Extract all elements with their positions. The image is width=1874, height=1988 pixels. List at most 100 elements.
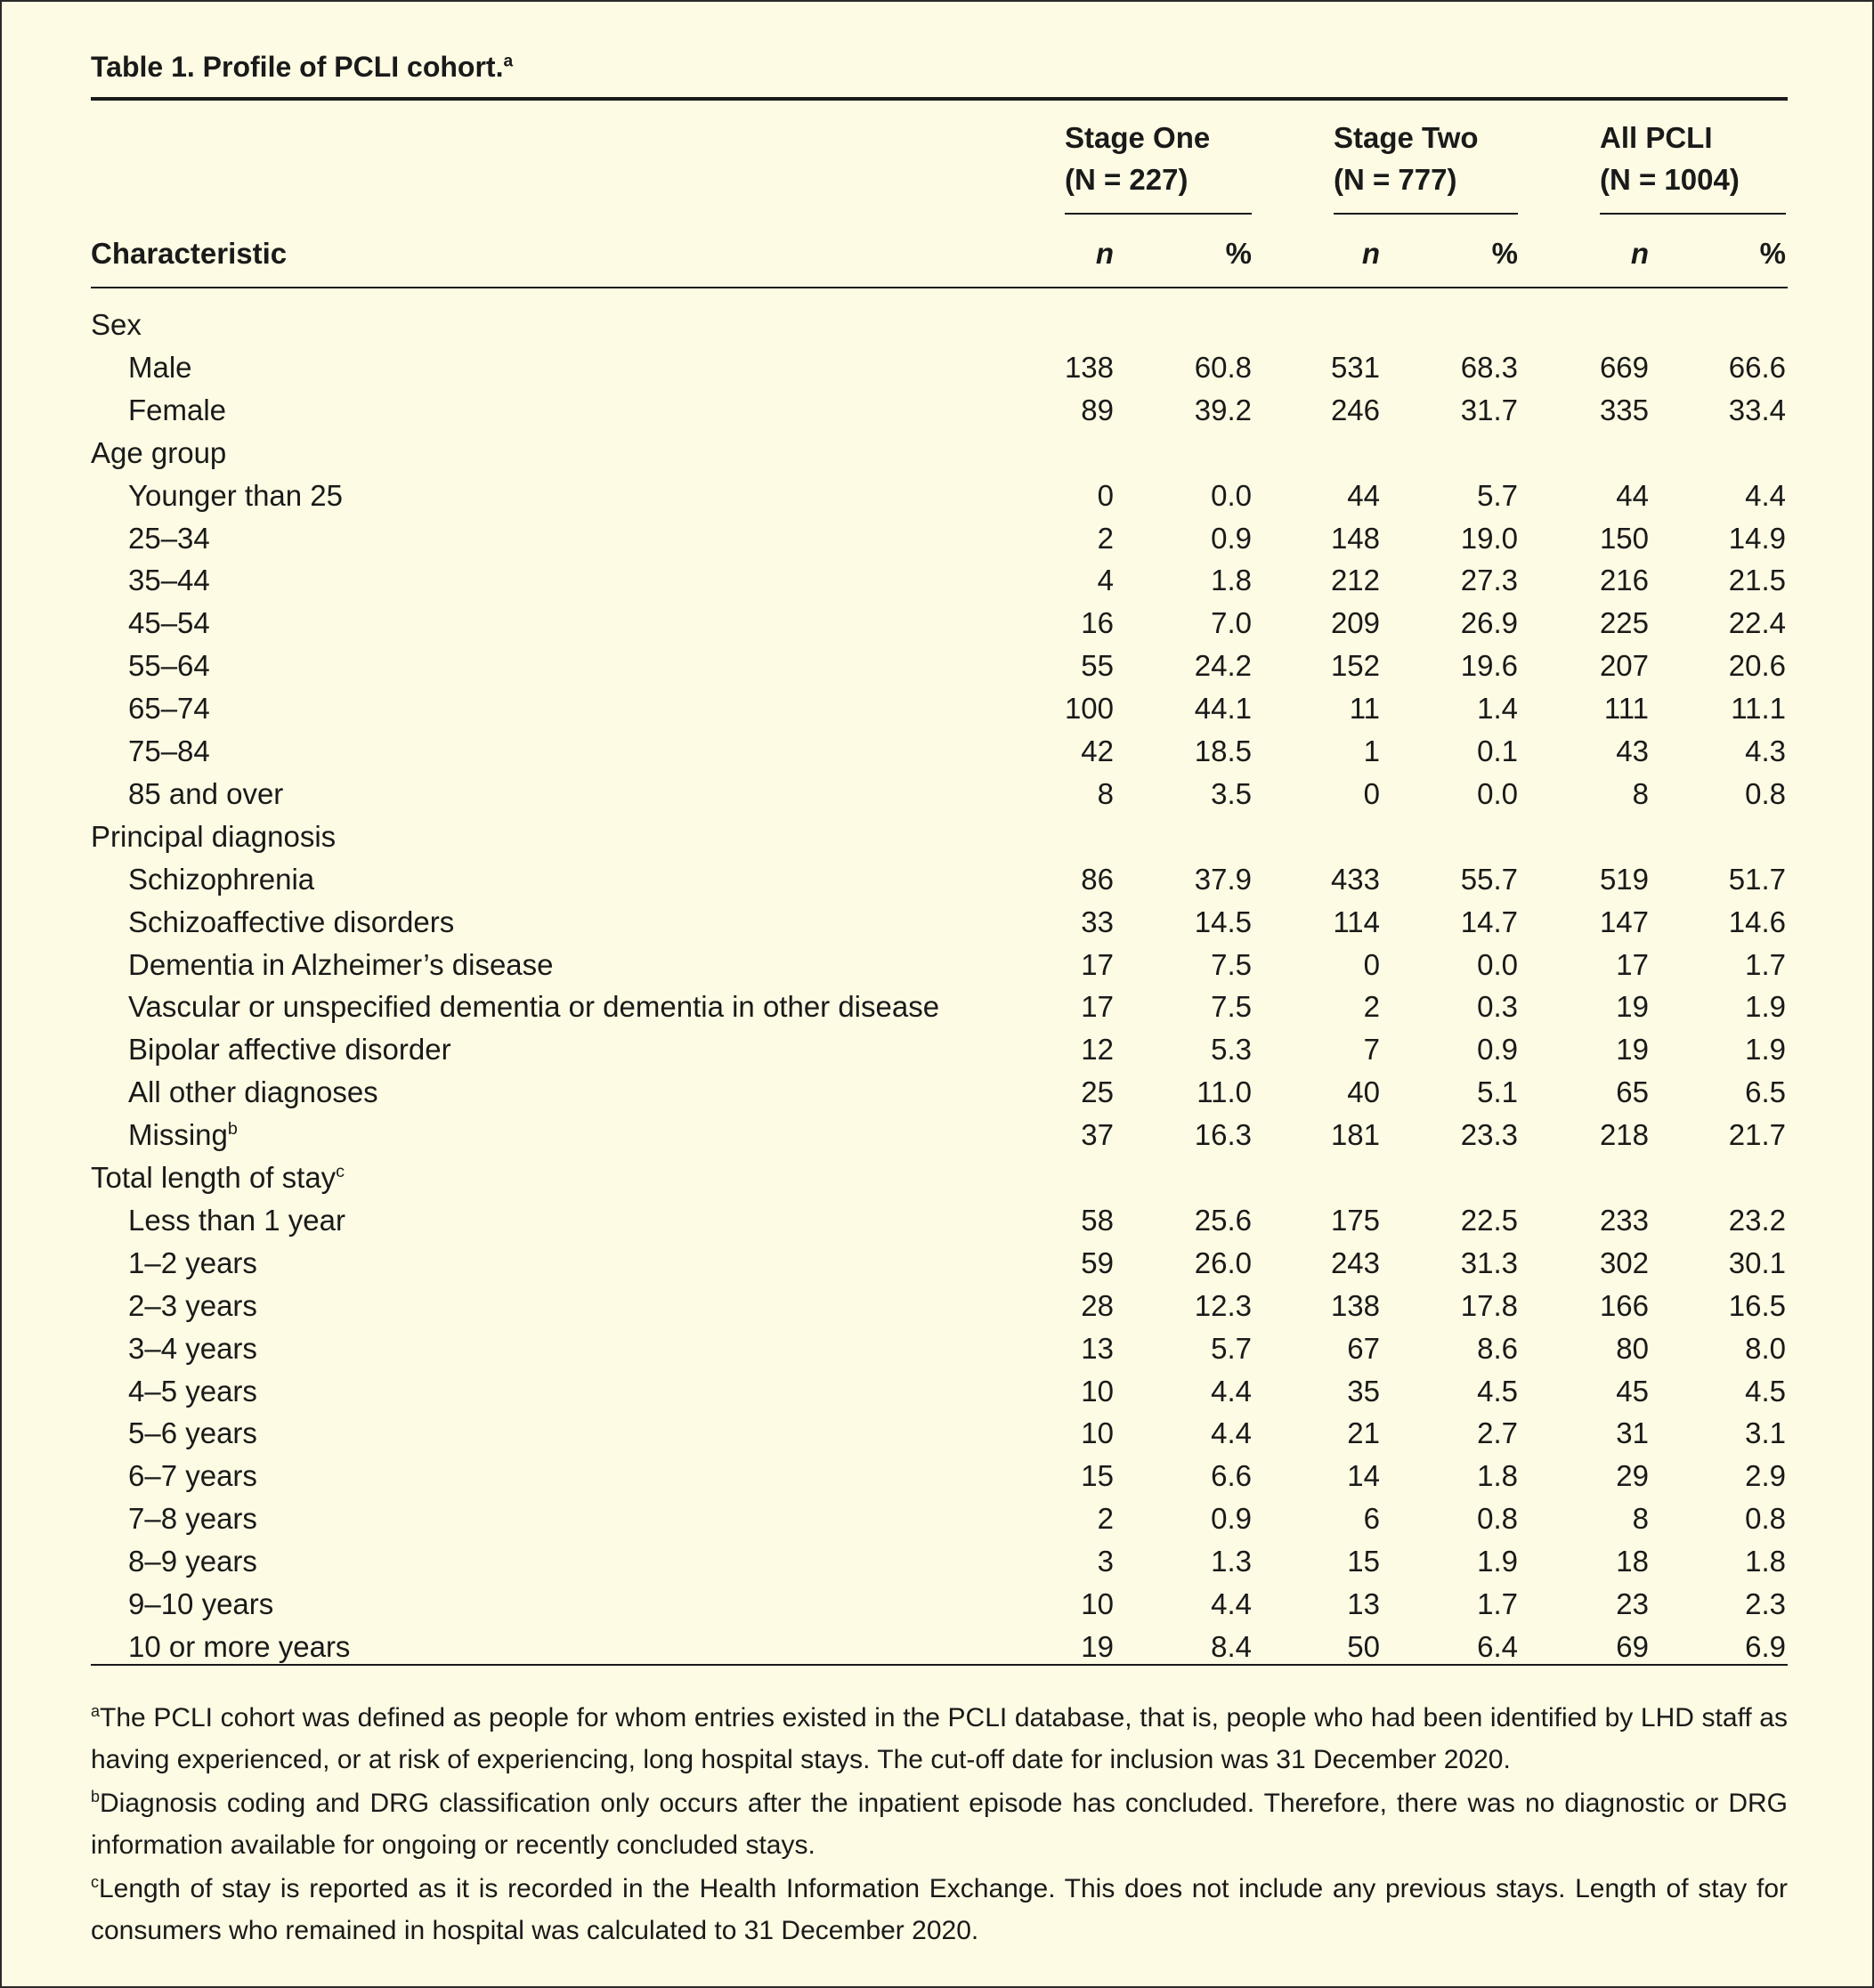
label-text: 10 or more years bbox=[128, 1629, 351, 1663]
row-label: 9–10 years bbox=[128, 1589, 273, 1619]
cell: 35 bbox=[1347, 1374, 1380, 1408]
cell: 16.3 bbox=[1194, 1118, 1252, 1152]
cell: 44 bbox=[1347, 478, 1380, 512]
title-note: a bbox=[503, 52, 514, 71]
cell: 30.1 bbox=[1728, 1246, 1786, 1279]
footnote-text: Length of stay is reported as it is reco… bbox=[91, 1874, 1788, 1945]
cell: 11 bbox=[1349, 692, 1380, 726]
group-size: (N = 227) bbox=[1065, 163, 1188, 196]
row-label: Male bbox=[128, 353, 192, 382]
footnote-mark: b bbox=[91, 1788, 101, 1805]
footnote: aThe PCLI cohort was defined as people f… bbox=[91, 1697, 1788, 1781]
cell: 4.5 bbox=[1745, 1374, 1786, 1408]
cell: 23.3 bbox=[1460, 1118, 1518, 1152]
cell: 33.4 bbox=[1728, 393, 1786, 426]
cell: 19.6 bbox=[1460, 649, 1518, 683]
cell: 26.9 bbox=[1460, 606, 1518, 640]
label-text: Bipolar affective disorder bbox=[128, 1033, 451, 1067]
cell: 80 bbox=[1616, 1331, 1649, 1365]
cell: 23 bbox=[1616, 1587, 1649, 1620]
cell: 2 bbox=[1363, 990, 1380, 1024]
cell: 19.0 bbox=[1460, 521, 1518, 555]
row-label: 45–54 bbox=[128, 608, 210, 637]
cell: 1.9 bbox=[1745, 1033, 1786, 1067]
cell: 175 bbox=[1330, 1203, 1380, 1237]
cell: 2 bbox=[1097, 1502, 1114, 1536]
cell: 17.8 bbox=[1460, 1288, 1518, 1322]
cell: 3.5 bbox=[1211, 776, 1252, 810]
cell: 58 bbox=[1081, 1203, 1114, 1237]
label-text: 65–74 bbox=[128, 692, 210, 726]
cell: 13 bbox=[1081, 1331, 1114, 1365]
cell: 37.9 bbox=[1194, 862, 1252, 896]
row-label: Schizoaffective disorders bbox=[128, 907, 454, 937]
footnote-text: The PCLI cohort was defined as people fo… bbox=[91, 1703, 1788, 1774]
cell: 1.4 bbox=[1477, 692, 1518, 726]
label-text: Schizophrenia bbox=[128, 862, 315, 896]
cell: 148 bbox=[1330, 521, 1380, 555]
cell: 4.4 bbox=[1211, 1587, 1252, 1620]
cell: 4.4 bbox=[1211, 1374, 1252, 1408]
group-underline bbox=[1600, 213, 1786, 215]
cell: 0.9 bbox=[1477, 1033, 1518, 1067]
label-text: 6–7 years bbox=[128, 1459, 257, 1493]
footnote-text: Diagnosis coding and DRG classification … bbox=[91, 1789, 1788, 1860]
cell: 6.5 bbox=[1745, 1075, 1786, 1109]
row-label: 3–4 years bbox=[128, 1334, 257, 1363]
cell: 5.7 bbox=[1477, 478, 1518, 512]
table-title: Table 1. Profile of PCLI cohort.a bbox=[91, 53, 513, 81]
cell: 18.5 bbox=[1194, 734, 1252, 767]
cell: 50 bbox=[1347, 1629, 1380, 1663]
column-header: n bbox=[1630, 237, 1649, 270]
label-text: 25–34 bbox=[128, 521, 210, 555]
cell: 25 bbox=[1081, 1075, 1114, 1109]
group-label: Principal diagnosis bbox=[91, 822, 336, 851]
label-text: 3–4 years bbox=[128, 1331, 257, 1365]
group-label: Sex bbox=[91, 310, 142, 339]
cell: 669 bbox=[1599, 350, 1649, 384]
cell: 138 bbox=[1330, 1288, 1380, 1322]
label-text: 45–54 bbox=[128, 606, 210, 640]
cell: 1.8 bbox=[1745, 1545, 1786, 1578]
footnote: bDiagnosis coding and DRG classification… bbox=[91, 1782, 1788, 1866]
row-label: All other diagnoses bbox=[128, 1077, 378, 1107]
cell: 8.6 bbox=[1477, 1331, 1518, 1365]
row-label: Dementia in Alzheimer’s disease bbox=[128, 950, 554, 979]
column-header: n bbox=[1095, 237, 1114, 270]
cell: 19 bbox=[1616, 1033, 1649, 1067]
label-text: 55–64 bbox=[128, 649, 210, 683]
cell: 66.6 bbox=[1728, 350, 1786, 384]
cell: 4.5 bbox=[1477, 1374, 1518, 1408]
row-label: Bipolar affective disorder bbox=[128, 1035, 451, 1064]
top-rule bbox=[91, 97, 1788, 101]
cell: 25.6 bbox=[1194, 1203, 1252, 1237]
label-text: 9–10 years bbox=[128, 1587, 274, 1620]
title-text: Table 1. Profile of PCLI cohort. bbox=[91, 51, 504, 83]
cell: 27.3 bbox=[1460, 564, 1518, 597]
cell: 233 bbox=[1599, 1203, 1649, 1237]
cell: 2.3 bbox=[1745, 1587, 1786, 1620]
cell: 55 bbox=[1081, 649, 1114, 683]
cell: 225 bbox=[1599, 606, 1649, 640]
cell: 14.7 bbox=[1460, 905, 1518, 938]
cell: 5.3 bbox=[1211, 1033, 1252, 1067]
cell: 114 bbox=[1333, 905, 1380, 938]
cell: 0.8 bbox=[1477, 1502, 1518, 1536]
label-text: 4–5 years bbox=[128, 1374, 257, 1408]
cell: 218 bbox=[1599, 1118, 1649, 1152]
row-label: 75–84 bbox=[128, 736, 210, 766]
cell: 2.7 bbox=[1477, 1416, 1518, 1450]
cell: 18 bbox=[1616, 1545, 1649, 1578]
label-text: 2–3 years bbox=[128, 1288, 257, 1322]
cell: 531 bbox=[1330, 350, 1380, 384]
cell: 15 bbox=[1081, 1459, 1114, 1493]
cell: 12 bbox=[1081, 1033, 1114, 1067]
row-label: 25–34 bbox=[128, 523, 210, 553]
cell: 3 bbox=[1097, 1545, 1114, 1578]
cell: 1.9 bbox=[1745, 990, 1786, 1024]
cell: 10 bbox=[1081, 1416, 1114, 1450]
cell: 4.4 bbox=[1211, 1416, 1252, 1450]
cell: 7.5 bbox=[1211, 990, 1252, 1024]
group-underline bbox=[1065, 213, 1252, 215]
cell: 0.9 bbox=[1211, 1502, 1252, 1536]
